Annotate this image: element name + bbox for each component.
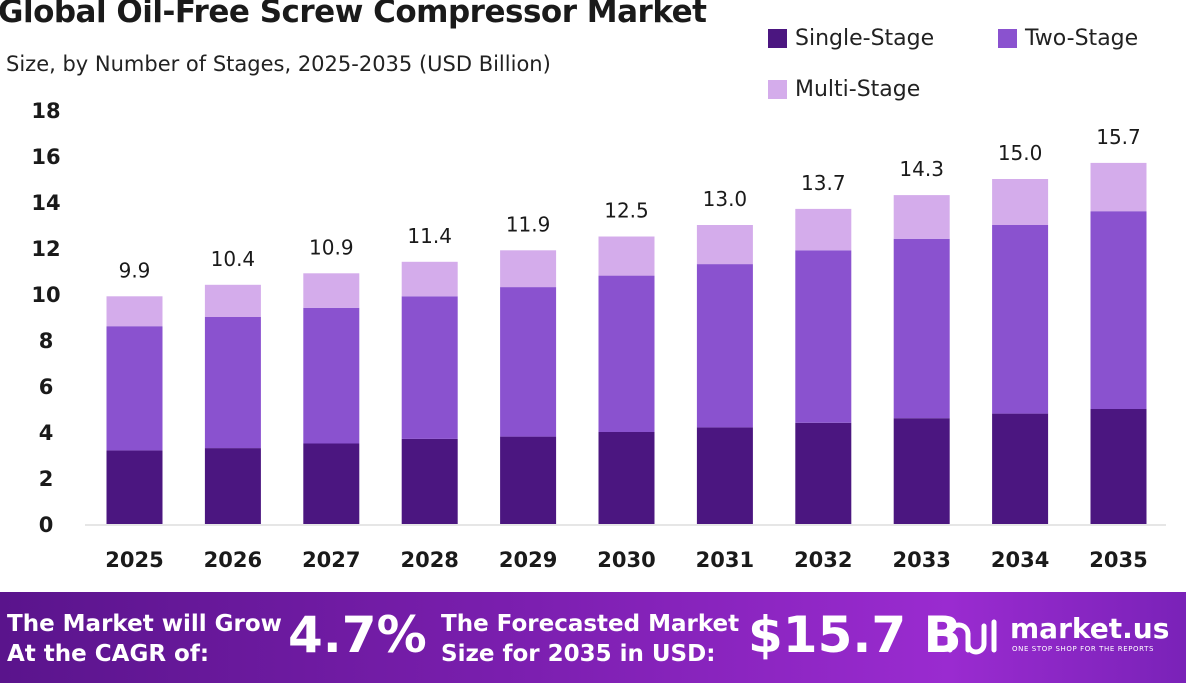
footer-banner: The Market will Grow At the CAGR of: 4.7…: [0, 592, 1186, 683]
bar-segment-multi-stage-2031: [696, 225, 753, 265]
x-tick-label: 2025: [105, 548, 163, 572]
bar-total-label: 11.9: [506, 212, 551, 236]
bar-segment-single-stage-2035: [1090, 409, 1147, 524]
x-tick-label: 2029: [499, 548, 557, 572]
bar-total-label: 15.7: [1096, 125, 1141, 149]
bar-segment-multi-stage-2033: [893, 195, 950, 239]
bar-segment-two-stage-2031: [696, 264, 753, 428]
legend-label-two-stage: Two-Stage: [1025, 26, 1139, 51]
bar-segment-multi-stage-2028: [401, 261, 458, 297]
y-tick-label: 2: [39, 467, 54, 491]
bar-segment-single-stage-2029: [500, 436, 557, 524]
bar-total-label: 13.7: [801, 171, 846, 195]
bar-segment-two-stage-2025: [106, 326, 163, 451]
legend-swatch-two-stage: [998, 29, 1017, 48]
bar-total-label: 13.0: [703, 187, 748, 211]
bar-segment-multi-stage-2027: [303, 273, 360, 308]
bar-chart: 0 2 4 6 8 10 12 14 16 18 9.9 2025 10.4 2026 10.9 2027 11…: [31, 99, 1166, 572]
legend-swatch-single-stage: [768, 29, 787, 48]
bar-segment-single-stage-2025: [106, 450, 163, 524]
bar-segment-two-stage-2028: [401, 296, 458, 439]
bar-segment-single-stage-2034: [992, 413, 1049, 524]
bar-segment-two-stage-2029: [500, 287, 557, 437]
bar-segment-single-stage-2028: [401, 438, 458, 524]
bar-segment-two-stage-2033: [893, 238, 950, 419]
legend-item-single-stage: Single-Stage: [768, 26, 934, 51]
cagr-label-line1: The Market will Grow: [7, 611, 282, 637]
bar-total-label: 10.9: [309, 235, 354, 259]
legend-label-multi-stage: Multi-Stage: [795, 77, 921, 102]
x-tick-label: 2035: [1089, 548, 1147, 572]
bar-total-label: 11.4: [407, 224, 452, 248]
y-tick-label: 16: [31, 145, 60, 169]
bar-segment-single-stage-2030: [598, 432, 655, 524]
y-tick-label: 14: [31, 191, 60, 215]
forecast-label-line1: The Forecasted Market: [441, 611, 740, 637]
legend-label-single-stage: Single-Stage: [795, 26, 935, 51]
bar-segment-multi-stage-2032: [795, 208, 852, 251]
chart-title: Global Oil-Free Screw Compressor Market: [0, 0, 707, 30]
bar-segment-two-stage-2032: [795, 250, 852, 423]
bar-total-label: 9.9: [119, 258, 151, 282]
x-tick-label: 2034: [991, 548, 1049, 572]
bar-segment-two-stage-2035: [1090, 211, 1147, 409]
bar-segment-two-stage-2030: [598, 275, 655, 432]
legend-swatch-multi-stage: [768, 80, 787, 99]
bar-segment-single-stage-2026: [204, 448, 261, 524]
y-tick-label: 0: [39, 513, 54, 537]
x-tick-label: 2028: [400, 548, 458, 572]
bar-segment-single-stage-2033: [893, 418, 950, 524]
x-tick-label: 2027: [302, 548, 360, 572]
forecast-label-line2: Size for 2035 in USD:: [441, 641, 716, 667]
bar-segment-two-stage-2026: [204, 317, 261, 449]
legend-item-multi-stage: Multi-Stage: [768, 77, 920, 102]
bar-total-label: 12.5: [604, 199, 649, 223]
y-tick-label: 12: [31, 237, 60, 261]
x-tick-label: 2033: [892, 548, 950, 572]
x-tick-label: 2026: [204, 548, 262, 572]
bar-segment-multi-stage-2034: [992, 179, 1049, 225]
y-tick-label: 4: [39, 421, 54, 445]
legend-item-two-stage: Two-Stage: [998, 26, 1138, 51]
bar-total-label: 10.4: [211, 247, 256, 271]
market-us-logo-icon: [947, 619, 997, 655]
forecast-value: $15.7 B: [748, 606, 962, 664]
bar-segment-multi-stage-2025: [106, 296, 163, 327]
bar-segment-single-stage-2031: [696, 427, 753, 524]
bar-total-label: 15.0: [998, 141, 1043, 165]
bar-segment-two-stage-2027: [303, 307, 360, 444]
bar-segment-multi-stage-2035: [1090, 162, 1147, 212]
y-tick-label: 10: [31, 283, 60, 307]
y-tick-label: 6: [39, 375, 54, 399]
bar-segment-single-stage-2032: [795, 422, 852, 524]
cagr-value: 4.7%: [288, 606, 427, 664]
bar-segment-multi-stage-2029: [500, 250, 557, 288]
brand-name: market.us: [1010, 612, 1170, 645]
bar-segment-multi-stage-2030: [598, 236, 655, 276]
brand-tagline: ONE STOP SHOP FOR THE REPORTS: [1012, 645, 1155, 653]
x-tick-label: 2031: [696, 548, 754, 572]
y-tick-label: 18: [31, 99, 60, 123]
x-tick-label: 2032: [794, 548, 852, 572]
chart-subtitle: Size, by Number of Stages, 2025-2035 (US…: [6, 52, 551, 76]
y-tick-label: 8: [39, 329, 54, 353]
bar-segment-multi-stage-2026: [204, 284, 261, 317]
x-tick-label: 2030: [597, 548, 655, 572]
bar-total-label: 14.3: [899, 157, 944, 181]
bar-segment-two-stage-2034: [992, 225, 1049, 414]
bar-segment-single-stage-2027: [303, 443, 360, 524]
cagr-label-line2: At the CAGR of:: [7, 641, 210, 667]
